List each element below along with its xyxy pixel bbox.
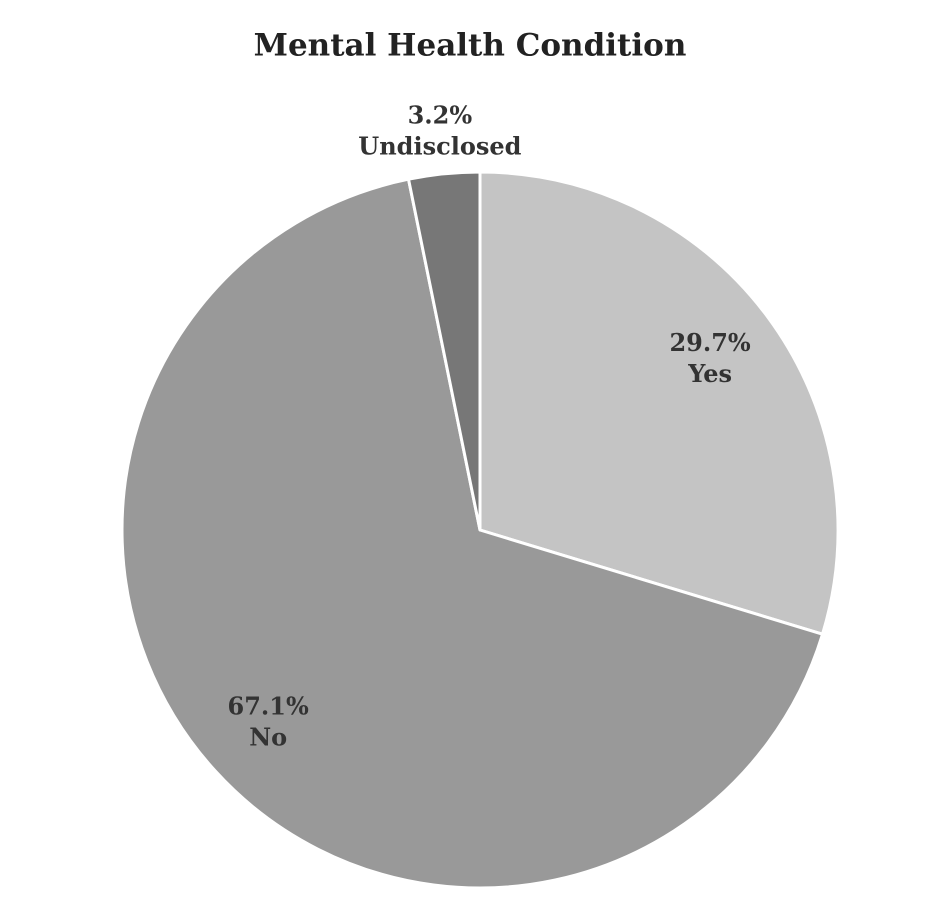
data-label: 67.1% [228, 691, 309, 720]
pie-slice [407, 170, 482, 532]
category-label: Yes [687, 359, 732, 388]
category-label: No [249, 722, 287, 751]
category-label: Undisclosed [358, 132, 521, 161]
pie-slice [120, 177, 825, 890]
chart-title: Mental Health Condition [254, 28, 687, 64]
data-label: 3.2% [408, 101, 473, 130]
pie-slice [478, 170, 840, 636]
data-label: 29.7% [669, 328, 750, 357]
